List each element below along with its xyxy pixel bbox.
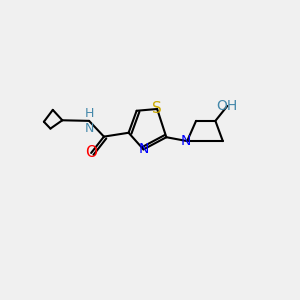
Text: N: N	[181, 134, 191, 148]
Text: H
N: H N	[84, 107, 94, 135]
Text: S: S	[152, 101, 162, 116]
Text: O: O	[85, 146, 97, 160]
Text: OH: OH	[217, 99, 238, 113]
Text: N: N	[138, 142, 148, 156]
